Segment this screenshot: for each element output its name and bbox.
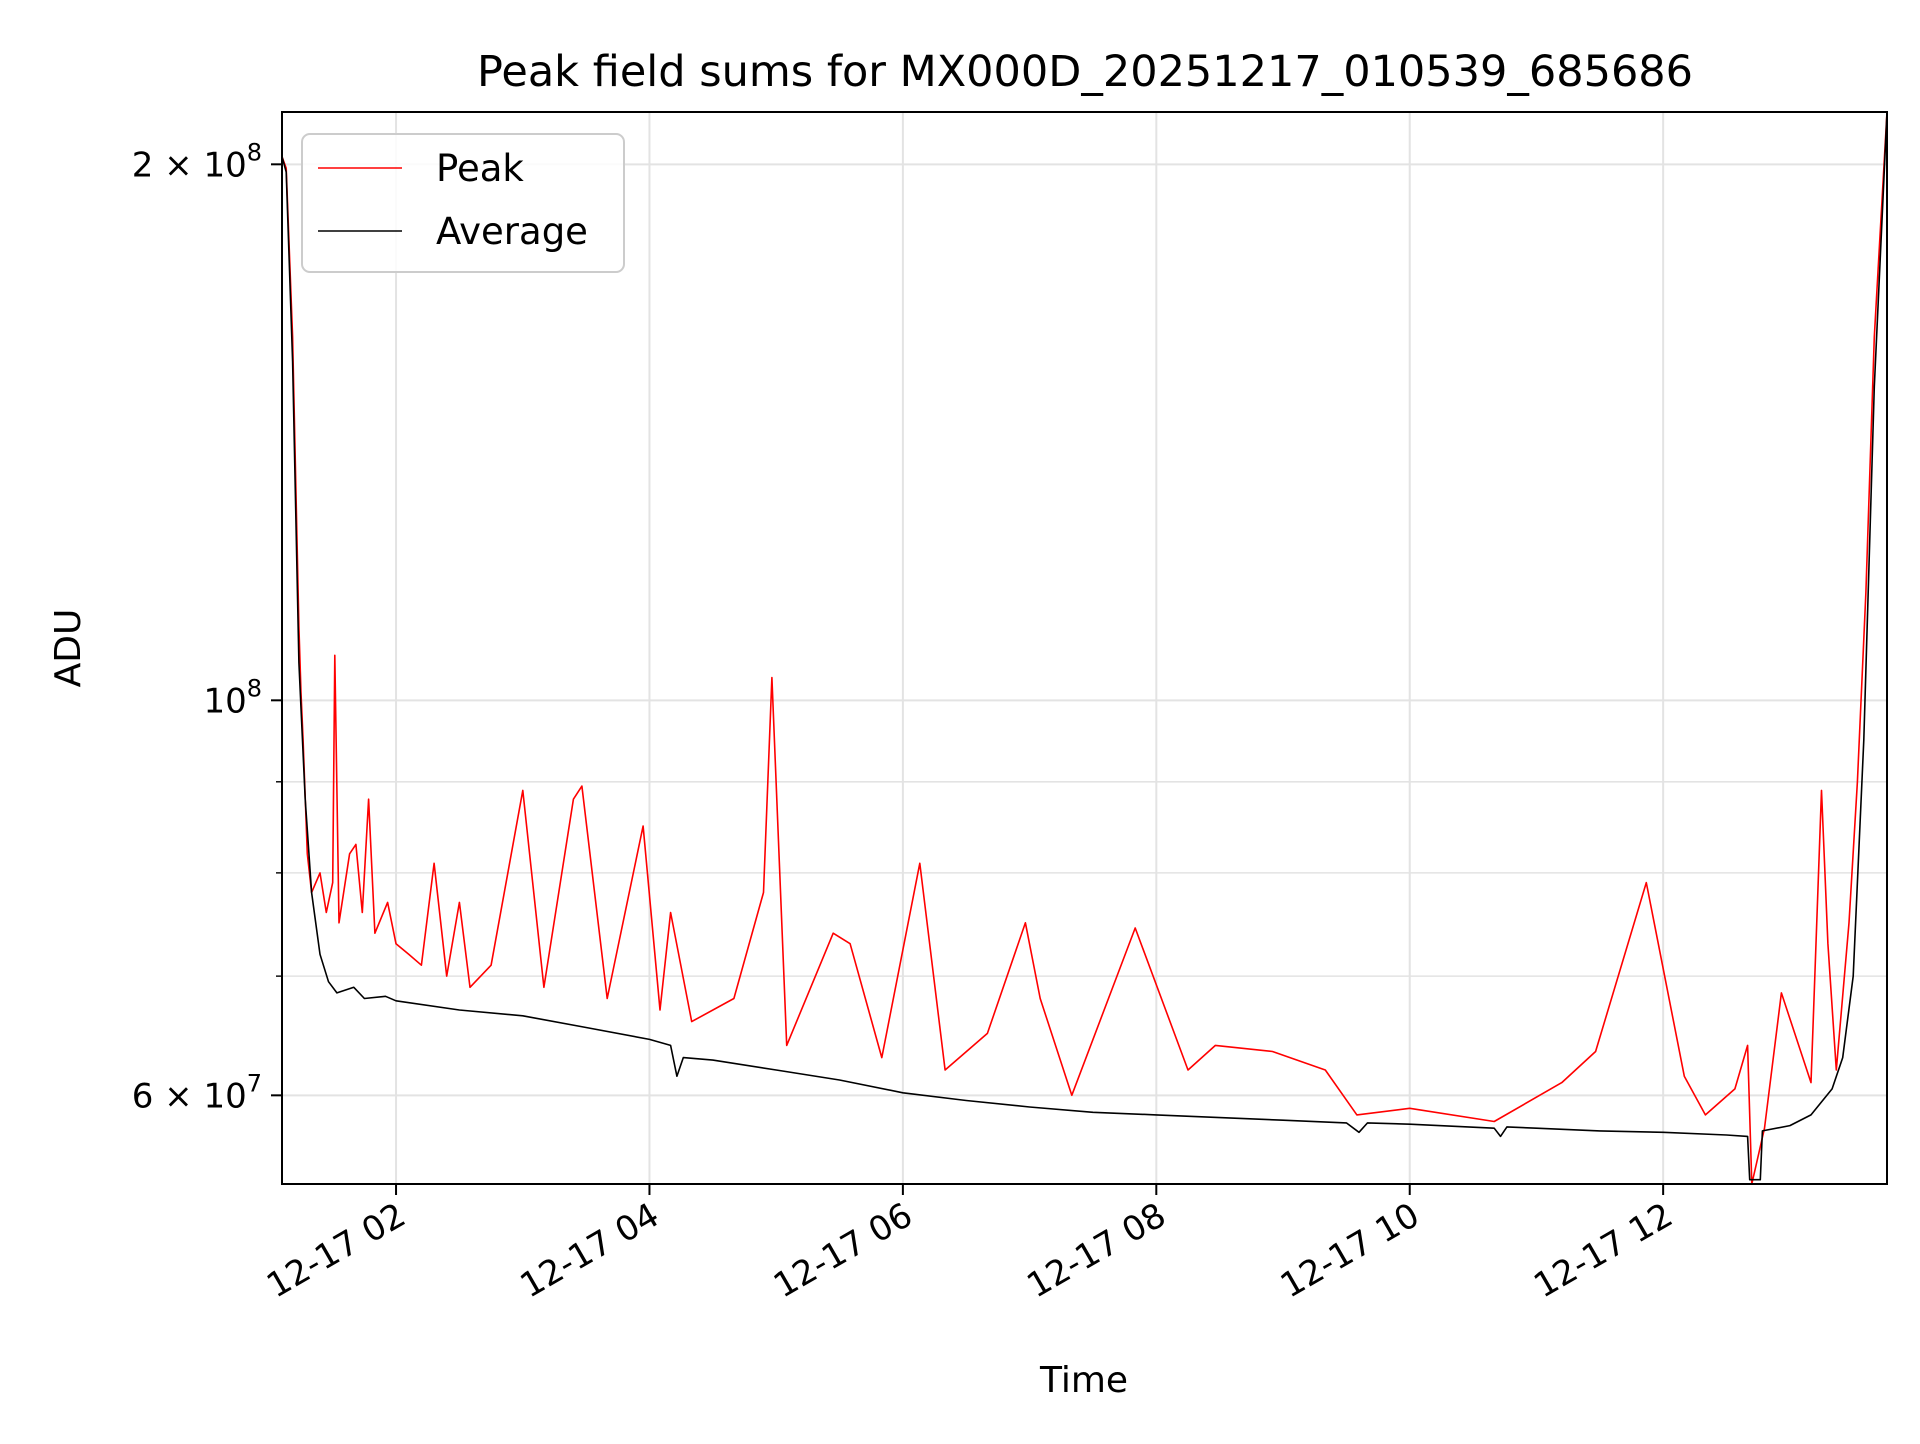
- legend-peak-label: Peak: [436, 147, 524, 190]
- legend-average-label: Average: [436, 210, 588, 253]
- x-axis-label: Time: [1039, 1360, 1128, 1401]
- y-tick-label: 6 × 107: [132, 1069, 262, 1116]
- series-layer: [282, 112, 1887, 1184]
- series-line-average: [282, 112, 1887, 1181]
- series-line-peak: [282, 112, 1887, 1184]
- legend: Peak Average: [301, 133, 625, 273]
- plot-frame: [281, 111, 1888, 1185]
- y-tick-label: 2 × 108: [132, 138, 262, 185]
- y-axis-label: ADU: [48, 609, 89, 688]
- chart-title: Peak field sums for MX000D_20251217_0105…: [477, 47, 1693, 97]
- grid: [282, 112, 1887, 1184]
